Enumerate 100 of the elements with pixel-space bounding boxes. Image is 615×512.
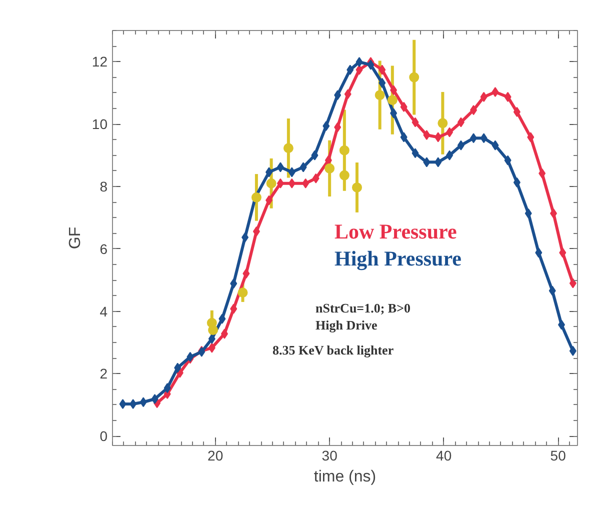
point: [242, 268, 250, 279]
x-tick-label: 50: [550, 448, 566, 464]
point: [548, 286, 556, 296]
point: [480, 133, 488, 144]
point: [164, 383, 171, 394]
point: [480, 92, 488, 102]
point: [558, 320, 566, 330]
point: [324, 163, 335, 174]
point: [457, 140, 464, 150]
point: [434, 157, 442, 168]
annotation: High Drive: [316, 318, 378, 332]
point: [302, 178, 310, 188]
point: [339, 145, 350, 156]
point: [356, 57, 363, 68]
point: [569, 346, 576, 356]
y-tick-label: 6: [100, 240, 108, 257]
point: [334, 90, 342, 100]
point: [230, 278, 238, 289]
point: [538, 168, 546, 178]
point: [390, 85, 398, 96]
point: [218, 314, 226, 324]
point: [492, 86, 499, 97]
point: [513, 177, 520, 188]
point: [550, 208, 558, 218]
x-tick-label: 20: [208, 448, 224, 464]
point: [400, 102, 408, 112]
point: [569, 278, 576, 288]
point: [470, 133, 478, 144]
point: [378, 78, 386, 88]
point: [346, 64, 354, 75]
point: [322, 120, 330, 131]
point: [504, 155, 512, 166]
point: [374, 90, 385, 100]
y-tick-label: 2: [100, 366, 108, 382]
point: [446, 127, 454, 138]
point: [457, 117, 464, 128]
point: [409, 72, 420, 82]
text: High Pressure: [334, 246, 462, 270]
point: [524, 208, 532, 218]
y-tick-label: 4: [100, 303, 108, 320]
point: [400, 132, 408, 142]
point: [242, 232, 249, 242]
point: [324, 155, 332, 166]
point: [559, 248, 566, 258]
point: [334, 122, 342, 132]
point: [527, 132, 534, 142]
point: [208, 342, 216, 353]
point: [251, 192, 262, 202]
y-tick-label: 0: [100, 428, 108, 444]
point: [492, 140, 499, 150]
point: [119, 399, 126, 409]
point: [504, 92, 512, 102]
point: [174, 362, 182, 373]
x-axis-title: time (ns): [314, 468, 376, 486]
point: [230, 304, 238, 314]
x-tick-label: 40: [436, 448, 452, 464]
point: [266, 167, 273, 178]
point: [252, 226, 260, 236]
point: [288, 167, 296, 178]
point: [140, 397, 147, 408]
point: [470, 105, 478, 116]
point: [356, 64, 363, 75]
point: [208, 325, 218, 336]
point: [288, 178, 296, 188]
y-tick-label: 8: [100, 178, 108, 195]
y-tick-label: 10: [92, 116, 108, 132]
point: [220, 328, 228, 339]
point: [352, 182, 362, 192]
point: [387, 95, 398, 106]
point: [276, 162, 284, 172]
y-axis-title: GF: [66, 226, 84, 250]
point: [266, 178, 276, 188]
point: [311, 150, 318, 160]
point: [266, 195, 273, 206]
series-label: Low Pressure: [334, 220, 457, 244]
point: [339, 170, 350, 180]
point: [312, 173, 320, 184]
point: [208, 334, 216, 344]
point: [423, 130, 430, 140]
point: [276, 178, 284, 188]
point: [344, 89, 352, 100]
point: [378, 64, 386, 75]
point: [367, 60, 374, 70]
annotation: 8.35 KeV back lighter: [272, 342, 394, 358]
point: [283, 143, 294, 154]
point: [238, 288, 248, 298]
point: [535, 248, 542, 258]
annotation: nStrCu=1.0; B>0: [316, 300, 410, 316]
point: [423, 157, 430, 168]
point: [513, 106, 520, 117]
point: [438, 118, 448, 128]
point: [390, 108, 398, 118]
point: [151, 394, 158, 404]
point: [446, 150, 454, 160]
point: [412, 117, 419, 128]
x-tick-label: 30: [322, 448, 338, 464]
point: [434, 132, 442, 142]
y-tick-label: 12: [92, 54, 108, 70]
point: [130, 399, 137, 409]
point: [300, 162, 307, 172]
